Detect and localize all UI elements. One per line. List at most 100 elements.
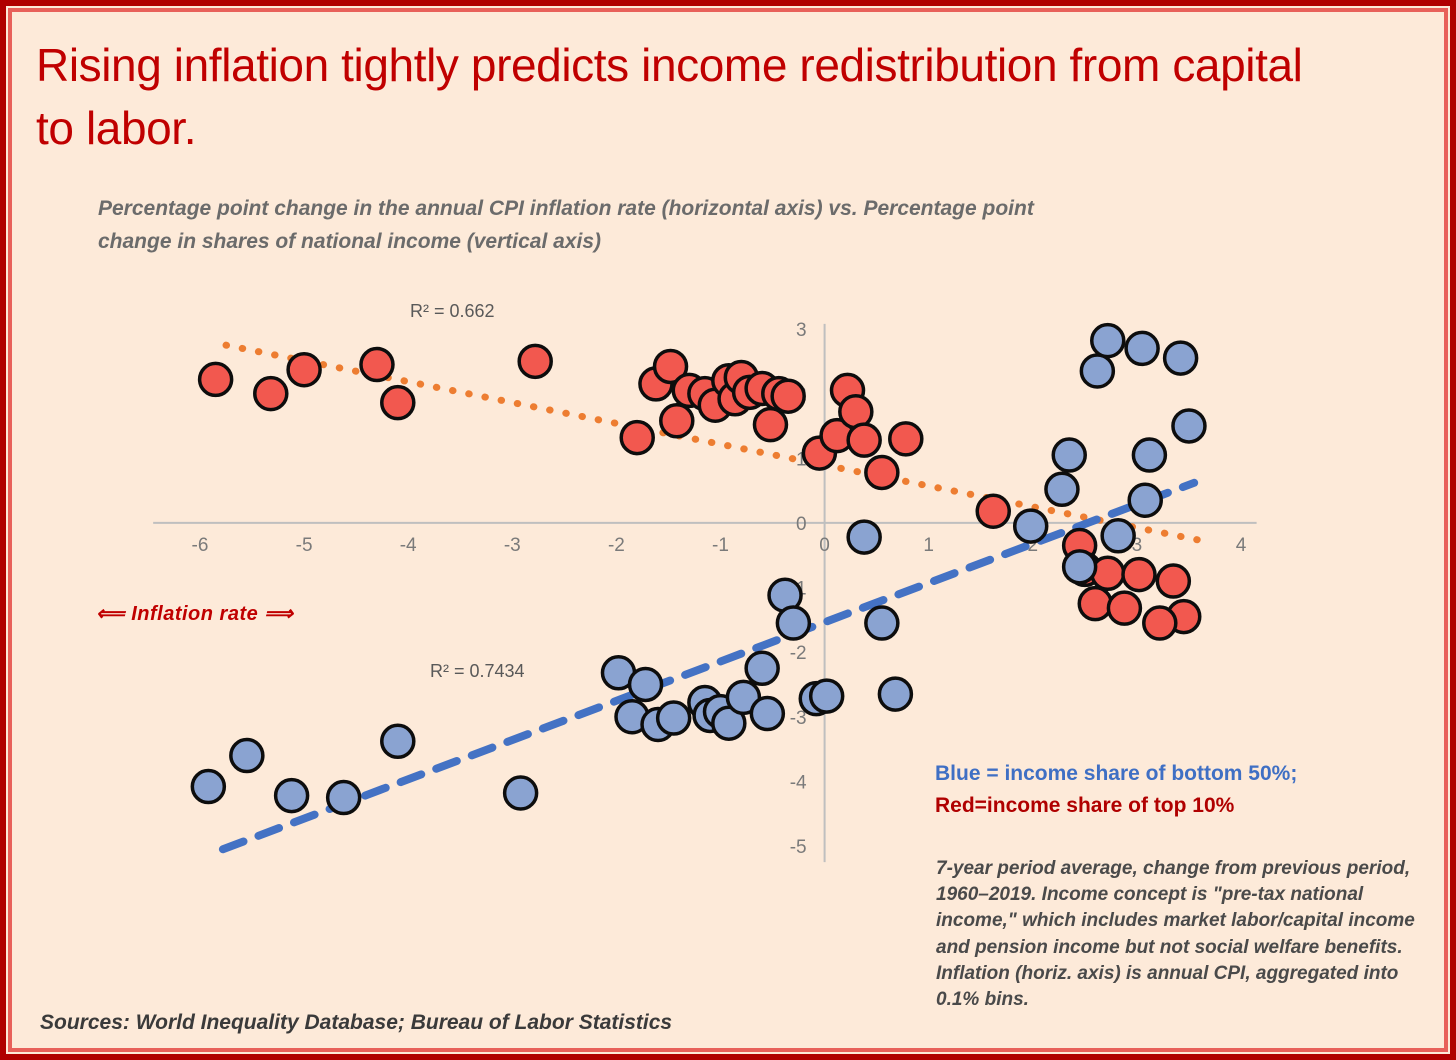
data-point-blue bbox=[1100, 518, 1136, 554]
y-tick-label: -1 bbox=[790, 579, 807, 600]
data-point-red bbox=[761, 375, 797, 412]
y-tick-label: 2 bbox=[796, 385, 807, 406]
data-point-red bbox=[253, 375, 289, 412]
data-point-blue bbox=[1079, 353, 1116, 389]
x-tick-label: -1 bbox=[712, 535, 729, 556]
data-point-red bbox=[1142, 605, 1178, 641]
y-tick-label: -5 bbox=[790, 837, 807, 858]
data-point-red bbox=[744, 370, 780, 407]
data-point-blue bbox=[1162, 340, 1199, 376]
sources-line: Sources: World Inequality Database; Bure… bbox=[40, 1011, 673, 1034]
x-tick-label: -3 bbox=[504, 535, 521, 556]
data-point-blue bbox=[687, 684, 723, 721]
data-point-red bbox=[652, 348, 689, 385]
slide-inner: Rising inflation tightly predicts income… bbox=[18, 18, 1438, 1042]
r-squared-red-label: R² = 0.662 bbox=[410, 301, 495, 321]
data-point-blue bbox=[767, 577, 803, 614]
x-tick-label: 2 bbox=[1028, 535, 1039, 556]
data-point-red bbox=[717, 381, 753, 417]
legend-item-blue: Blue = income share of bottom 50%; bbox=[935, 762, 1298, 785]
data-point-red bbox=[286, 351, 322, 388]
data-point-red bbox=[819, 417, 855, 454]
data-point-red bbox=[975, 493, 1011, 529]
data-point-blue bbox=[1012, 508, 1049, 544]
data-point-blue bbox=[798, 680, 835, 717]
data-point-red bbox=[687, 375, 723, 412]
data-point-red bbox=[1090, 555, 1126, 592]
data-point-blue bbox=[600, 655, 637, 691]
data-point-red bbox=[671, 372, 708, 409]
data-point-blue bbox=[744, 650, 780, 687]
data-point-blue bbox=[380, 723, 416, 760]
data-point-blue bbox=[640, 706, 676, 743]
data-point-blue bbox=[775, 605, 812, 641]
chart-footnote: 7-year period average, change from previ… bbox=[936, 858, 1415, 1011]
data-point-red bbox=[638, 366, 674, 402]
data-point-red bbox=[1165, 598, 1202, 635]
data-point-blue bbox=[1171, 408, 1207, 444]
data-point-red bbox=[731, 374, 768, 411]
y-tick-label: 1 bbox=[796, 449, 807, 470]
data-point-blue bbox=[1124, 330, 1160, 367]
chart-legend: Blue = income share of bottom 50%; Red=i… bbox=[935, 758, 1365, 821]
data-point-red bbox=[1106, 590, 1143, 626]
data-point-red bbox=[829, 372, 866, 409]
data-point-red bbox=[1061, 527, 1098, 564]
data-point-red bbox=[846, 422, 882, 458]
data-point-red bbox=[888, 421, 924, 457]
data-point-red bbox=[380, 384, 416, 421]
x-tick-label: -2 bbox=[608, 535, 625, 556]
y-tick-label: 3 bbox=[796, 320, 807, 341]
data-point-blue bbox=[1127, 482, 1163, 519]
data-point-red bbox=[619, 419, 655, 456]
inflation-rate-annotation: ⟸ Inflation rate ⟹ bbox=[96, 603, 294, 625]
data-point-red bbox=[697, 387, 734, 424]
x-tick-label: 4 bbox=[1236, 535, 1247, 556]
data-point-blue bbox=[1131, 437, 1168, 473]
data-point-blue bbox=[1061, 549, 1098, 585]
y-tick-label: -3 bbox=[790, 708, 807, 729]
x-tick-label: -6 bbox=[192, 535, 209, 556]
x-tick-label: 1 bbox=[923, 535, 934, 556]
data-point-blue bbox=[655, 700, 692, 736]
data-point-red bbox=[711, 362, 747, 399]
x-tick-label: -4 bbox=[400, 535, 417, 556]
x-tick-label: 0 bbox=[819, 535, 830, 556]
data-point-blue bbox=[711, 705, 747, 741]
data-point-red bbox=[838, 393, 874, 430]
page-title: Rising inflation tightly predicts income… bbox=[36, 39, 1303, 155]
trendline-red bbox=[222, 341, 1214, 546]
data-point-red bbox=[517, 343, 553, 380]
data-point-red bbox=[1121, 556, 1157, 593]
data-point-blue bbox=[808, 678, 845, 714]
data-point-blue bbox=[502, 775, 539, 811]
data-point-blue bbox=[325, 779, 362, 816]
data-point-blue bbox=[627, 666, 664, 703]
data-point-red bbox=[359, 346, 395, 383]
data-point-red bbox=[770, 378, 806, 414]
chart-subtitle: Percentage point change in the annual CP… bbox=[98, 197, 1034, 253]
data-point-red bbox=[1067, 551, 1103, 588]
data-point-red bbox=[723, 359, 760, 396]
data-point-red bbox=[197, 361, 234, 398]
y-tick-label: -2 bbox=[790, 643, 807, 664]
data-point-blue bbox=[1051, 437, 1087, 473]
data-point-blue bbox=[1044, 471, 1080, 508]
y-tick-label: 0 bbox=[796, 514, 807, 535]
data-point-red bbox=[659, 403, 695, 439]
data-point-blue bbox=[846, 519, 882, 555]
data-point-blue bbox=[692, 697, 728, 734]
data-point-blue bbox=[749, 695, 786, 732]
data-point-red bbox=[801, 435, 838, 471]
data-point-red bbox=[1077, 585, 1114, 622]
x-tick-label: 3 bbox=[1132, 535, 1143, 556]
data-point-blue bbox=[614, 699, 650, 735]
x-tick-label: -5 bbox=[296, 535, 313, 556]
data-point-blue bbox=[1090, 322, 1126, 359]
y-tick-label: -4 bbox=[790, 772, 807, 793]
data-point-blue bbox=[190, 768, 227, 805]
legend-item-red: Red=income share of top 10% bbox=[935, 793, 1235, 817]
data-point-blue bbox=[273, 777, 310, 814]
r-squared-blue-label: R² = 0.7434 bbox=[430, 661, 525, 681]
